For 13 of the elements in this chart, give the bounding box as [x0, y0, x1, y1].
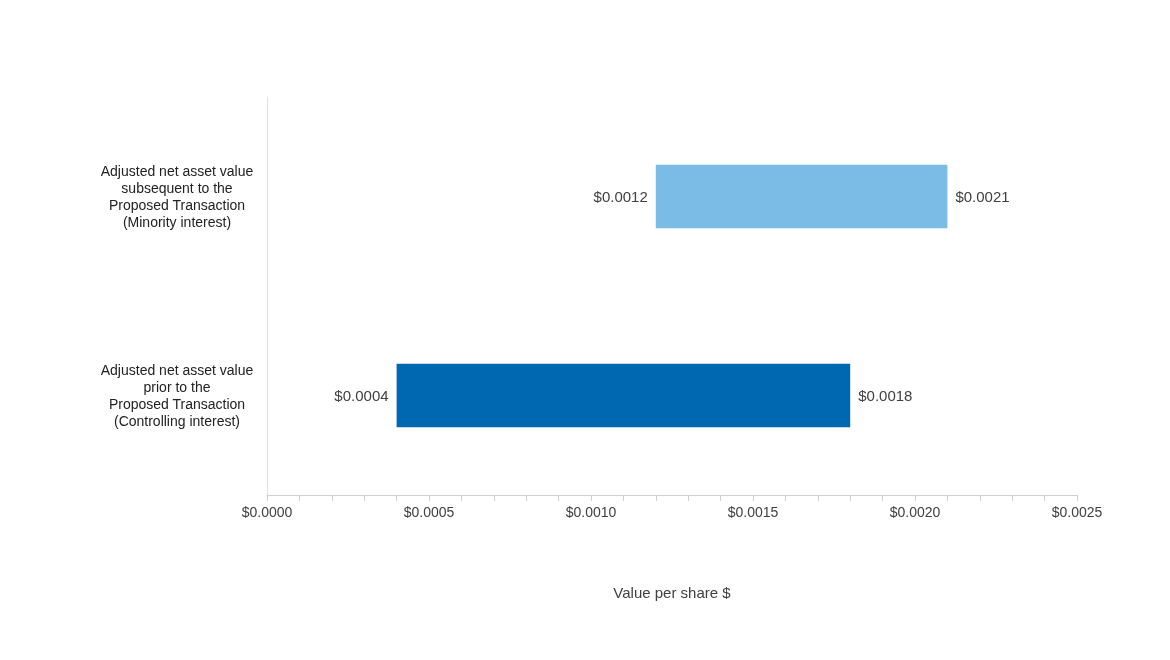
x-tick-label: $0.0010 — [565, 504, 617, 520]
x-tick-label: $0.0020 — [889, 504, 941, 520]
y-tick-label: Adjusted net asset value prior to the Proposed Transaction (Controlling interest) — [100, 362, 254, 429]
annotation: $0.0021 — [955, 188, 1010, 205]
x-axis-title: Value per share $ — [613, 584, 732, 601]
annotation: $0.0012 — [593, 188, 648, 205]
x-tick-label: $0.0005 — [403, 504, 455, 520]
x-tick-label: $0.0000 — [241, 504, 293, 520]
x-tick-label: $0.0015 — [727, 504, 779, 520]
annotation: $0.0018 — [858, 387, 913, 404]
y-tick-label: Adjusted net asset value subsequent to the Proposed Transaction (Minority interest) — [100, 163, 254, 230]
x-tick-label: $0.0025 — [1051, 504, 1103, 520]
annotation: $0.0004 — [334, 387, 389, 404]
